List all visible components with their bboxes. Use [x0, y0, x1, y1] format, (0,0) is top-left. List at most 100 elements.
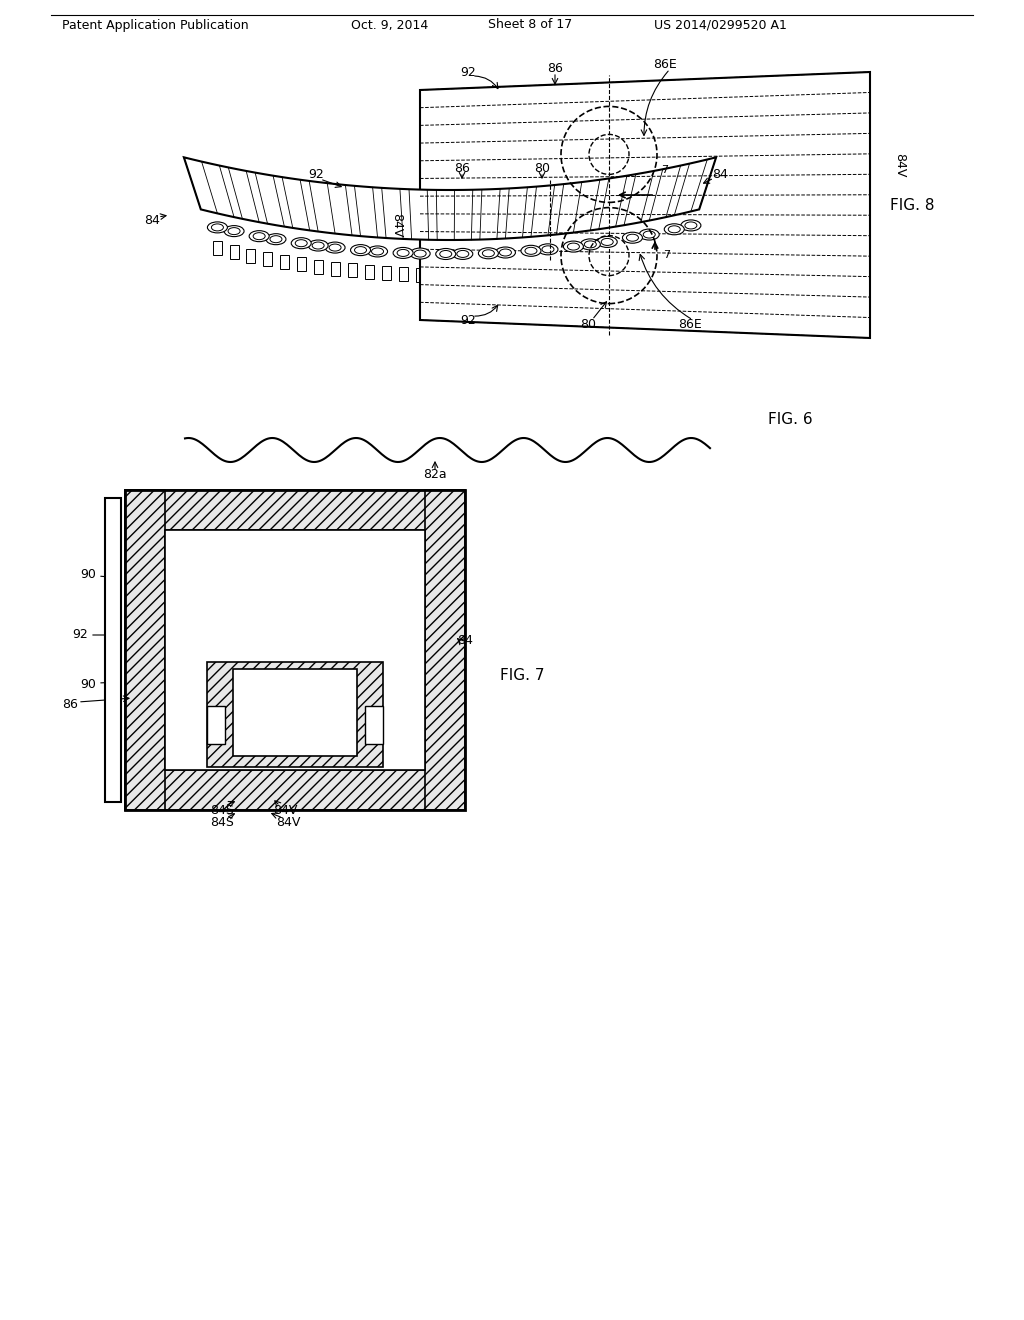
Ellipse shape: [393, 247, 413, 259]
Ellipse shape: [453, 248, 473, 260]
Ellipse shape: [525, 247, 537, 255]
Ellipse shape: [669, 226, 680, 232]
Bar: [694, 238, 703, 251]
Ellipse shape: [521, 246, 541, 256]
Bar: [686, 239, 695, 253]
Ellipse shape: [478, 248, 499, 259]
Bar: [229, 246, 239, 259]
Text: 86: 86: [547, 62, 563, 74]
Ellipse shape: [581, 239, 600, 249]
Text: US 2014/0299520 A1: US 2014/0299520 A1: [653, 18, 786, 32]
Bar: [416, 268, 425, 281]
Text: 80: 80: [534, 161, 550, 174]
Bar: [518, 265, 527, 280]
Bar: [263, 252, 272, 265]
Ellipse shape: [329, 244, 341, 251]
Bar: [552, 263, 561, 276]
Ellipse shape: [228, 227, 240, 235]
Ellipse shape: [597, 236, 617, 247]
Ellipse shape: [538, 244, 558, 255]
Ellipse shape: [685, 222, 697, 228]
Bar: [207, 663, 383, 767]
Ellipse shape: [414, 249, 426, 257]
Bar: [365, 706, 383, 744]
Polygon shape: [420, 73, 870, 338]
Text: 92: 92: [308, 169, 324, 181]
Bar: [433, 268, 441, 282]
Bar: [670, 243, 679, 257]
Bar: [247, 248, 255, 263]
Ellipse shape: [496, 247, 515, 257]
Text: 7: 7: [664, 249, 671, 260]
Ellipse shape: [253, 232, 265, 240]
Text: 86: 86: [62, 698, 78, 711]
Text: 7: 7: [662, 165, 669, 176]
Ellipse shape: [325, 242, 345, 253]
Bar: [233, 669, 357, 756]
Ellipse shape: [308, 240, 328, 251]
Bar: [501, 267, 510, 281]
Ellipse shape: [542, 246, 554, 253]
Bar: [297, 257, 306, 271]
Ellipse shape: [500, 249, 511, 256]
Ellipse shape: [601, 239, 613, 246]
Ellipse shape: [665, 224, 684, 235]
Polygon shape: [184, 157, 716, 240]
Ellipse shape: [627, 234, 638, 242]
Bar: [603, 256, 611, 269]
Text: 84: 84: [457, 634, 473, 647]
Text: 86E: 86E: [653, 58, 677, 71]
Ellipse shape: [397, 249, 410, 256]
Text: 84S: 84S: [210, 816, 233, 829]
Ellipse shape: [249, 231, 269, 242]
Text: FIG. 6: FIG. 6: [768, 412, 813, 428]
Text: FIG. 8: FIG. 8: [890, 198, 935, 213]
Bar: [105, 498, 121, 803]
Ellipse shape: [312, 242, 325, 249]
Ellipse shape: [211, 224, 223, 231]
Bar: [125, 770, 465, 810]
Ellipse shape: [208, 222, 227, 232]
Bar: [207, 706, 225, 744]
Bar: [125, 490, 465, 810]
Ellipse shape: [354, 247, 367, 253]
Ellipse shape: [585, 240, 596, 248]
Text: 86E: 86E: [678, 318, 701, 330]
Ellipse shape: [457, 251, 469, 257]
Text: Oct. 9, 2014: Oct. 9, 2014: [351, 18, 429, 32]
Text: FIG. 7: FIG. 7: [500, 668, 545, 682]
Text: 82a: 82a: [423, 469, 446, 482]
Text: 84V: 84V: [272, 804, 297, 817]
Bar: [382, 267, 390, 280]
Ellipse shape: [643, 231, 655, 238]
Text: 84V: 84V: [275, 816, 300, 829]
Ellipse shape: [436, 248, 456, 260]
Bar: [398, 267, 408, 281]
Text: Patent Application Publication: Patent Application Publication: [61, 18, 248, 32]
Bar: [569, 260, 578, 275]
Bar: [365, 265, 374, 279]
Ellipse shape: [482, 249, 495, 257]
Bar: [347, 263, 356, 277]
Ellipse shape: [266, 234, 286, 244]
Bar: [165, 531, 425, 770]
Bar: [586, 259, 595, 272]
Ellipse shape: [411, 248, 430, 259]
Text: 86: 86: [454, 161, 470, 174]
Text: 84S: 84S: [210, 804, 233, 817]
Bar: [125, 490, 465, 531]
Bar: [467, 268, 476, 281]
Bar: [653, 247, 663, 261]
Text: 84V: 84V: [390, 213, 403, 238]
Text: 88: 88: [307, 573, 323, 586]
Bar: [331, 261, 340, 276]
Text: 84: 84: [712, 169, 728, 181]
Ellipse shape: [368, 246, 387, 257]
Bar: [450, 268, 459, 282]
Bar: [636, 251, 645, 264]
Text: 84: 84: [144, 214, 160, 227]
Bar: [125, 490, 165, 810]
Bar: [425, 490, 465, 810]
Ellipse shape: [350, 244, 371, 256]
Text: 92: 92: [460, 314, 476, 326]
